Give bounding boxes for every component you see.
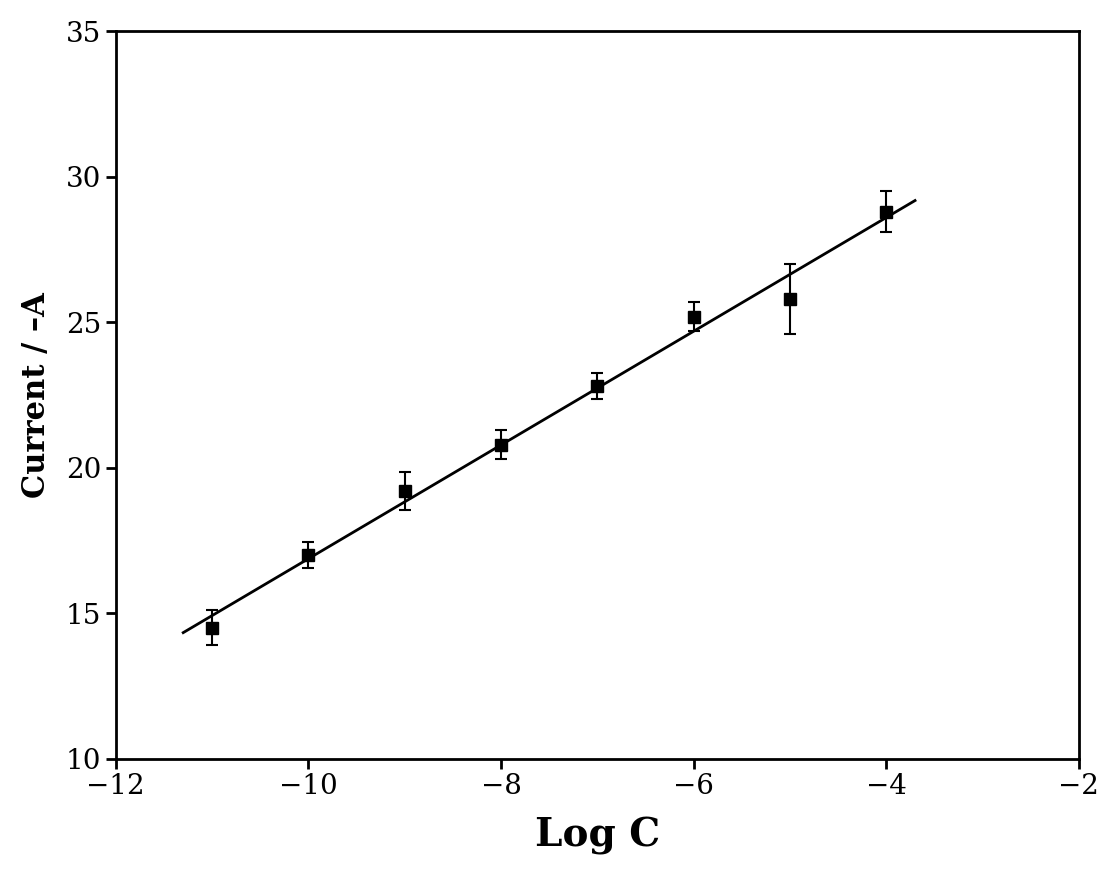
Y-axis label: Current / –A: Current / –A [21, 293, 52, 498]
X-axis label: Log C: Log C [534, 817, 660, 855]
